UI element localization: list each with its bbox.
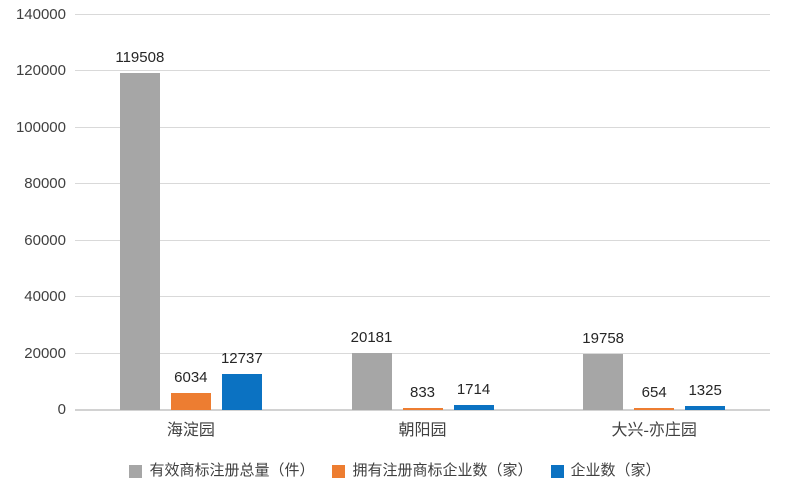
- legend-label: 拥有注册商标企业数（家）: [352, 463, 533, 479]
- bar-value-label: 12737: [220, 350, 263, 367]
- legend-item: 有效商标注册总量（件）: [129, 461, 314, 481]
- gridline: [75, 70, 770, 72]
- bar-value-label: 654: [641, 384, 667, 401]
- bar-value-label: 1325: [688, 382, 722, 399]
- bar: [119, 73, 160, 410]
- bar-value-label: 19758: [582, 330, 625, 347]
- y-tick-label: 20000: [24, 344, 66, 362]
- y-tick-label: 100000: [15, 118, 66, 136]
- legend-label: 有效商标注册总量（件）: [149, 463, 315, 479]
- gridline: [75, 296, 770, 298]
- y-tick-label: 60000: [24, 231, 66, 249]
- legend: 有效商标注册总量（件） 拥有注册商标企业数（家） 企业数（家）: [0, 461, 790, 481]
- gridline: [75, 352, 770, 354]
- bar: [351, 353, 392, 410]
- bar-value-label: 1714: [456, 381, 491, 398]
- bar-value-label: 20181: [350, 329, 393, 346]
- legend-item: 拥有注册商标企业数（家）: [332, 461, 533, 481]
- bar-value-label: 833: [409, 384, 436, 401]
- gridline: [75, 239, 770, 241]
- bar: [583, 354, 624, 410]
- x-axis-line: [75, 409, 770, 411]
- gridline: [75, 14, 770, 15]
- legend-swatch-icon: [129, 464, 143, 478]
- legend-swatch-icon: [550, 464, 564, 478]
- category-label: 朝阳园: [398, 422, 447, 439]
- y-tick-label: 80000: [24, 175, 66, 193]
- y-tick-label: 140000: [15, 6, 66, 23]
- bar: [402, 408, 443, 410]
- bar: [634, 408, 675, 410]
- bar: [221, 374, 262, 410]
- y-tick-label: 120000: [15, 62, 66, 80]
- bar: [170, 393, 211, 410]
- category-label: 海淀园: [166, 422, 215, 439]
- legend-swatch-icon: [332, 464, 346, 478]
- legend-item: 企业数（家）: [550, 461, 661, 481]
- category-label: 大兴-亦庄园: [611, 422, 697, 439]
- y-tick-label: 40000: [24, 288, 66, 306]
- bar-value-label: 6034: [174, 369, 208, 386]
- legend-label: 企业数（家）: [570, 463, 661, 479]
- bar: [453, 405, 494, 410]
- bar-value-label: 119508: [115, 49, 165, 66]
- plot-area: 119508 6034 12737 20181 833 1714 19758 654 1325: [75, 14, 770, 411]
- y-tick-label: 0: [57, 401, 66, 418]
- bar: [685, 406, 726, 410]
- gridline: [75, 126, 770, 128]
- gridline: [75, 183, 770, 185]
